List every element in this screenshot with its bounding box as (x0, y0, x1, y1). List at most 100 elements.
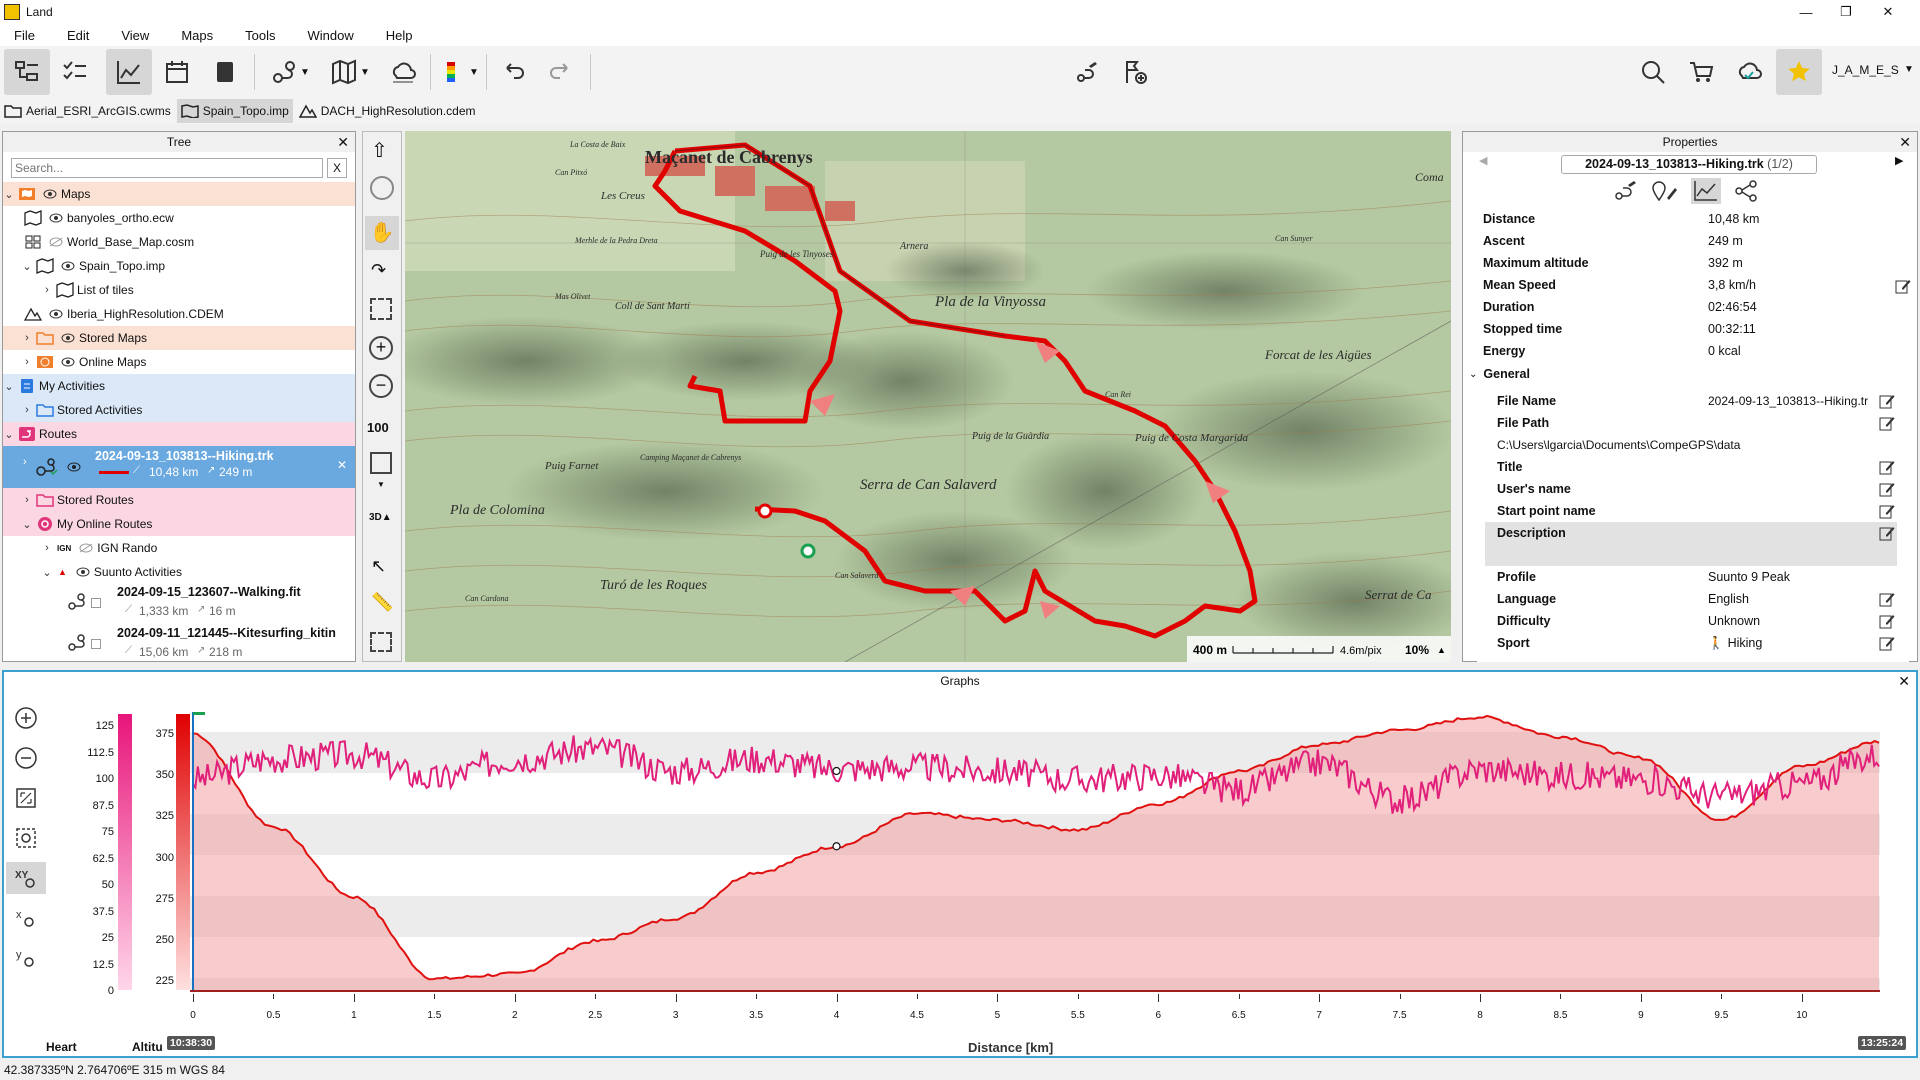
cloud-sync-button[interactable] (1726, 49, 1772, 95)
graph-button[interactable] (106, 49, 152, 95)
share-tab-icon[interactable] (1731, 178, 1761, 204)
zoom-100-icon[interactable]: 100 (367, 420, 389, 435)
zoom-up-arrow-icon[interactable]: ▲ (1437, 645, 1446, 655)
edit-icon[interactable] (1879, 459, 1895, 475)
visibility-eye-icon[interactable] (43, 189, 57, 199)
add-waypoint-button[interactable] (1112, 49, 1158, 95)
graph-y-zoom-button[interactable]: y (10, 942, 42, 974)
chevron-right-icon[interactable]: › (25, 404, 29, 416)
waypoint-edit-tab-icon[interactable] (1651, 178, 1681, 204)
graph-zoom-in-button[interactable] (10, 702, 42, 734)
map-canvas[interactable]: Maçanet de Cabrenys Les Creus Can Pitxó … (405, 131, 1451, 662)
close-panel-icon[interactable]: ✕ (337, 134, 349, 150)
graph-xy-zoom-button[interactable]: XY (6, 862, 46, 894)
description-field[interactable] (1485, 522, 1897, 566)
premium-button[interactable] (1776, 49, 1822, 95)
tree-item-kitesurfing[interactable]: 2024-09-11_121445--Kitesurfing_kitin ⟋ 1… (3, 625, 355, 661)
tree-item-hiking-track[interactable]: › 2024-09-13_103813--Hiking.trk ⟋ 10,48 … (3, 446, 355, 488)
chevron-down-icon[interactable]: ⌄ (22, 518, 32, 531)
edit-icon[interactable] (1879, 591, 1895, 607)
visibility-eye-icon[interactable] (49, 309, 63, 319)
select-area-icon[interactable] (370, 632, 392, 652)
menu-file[interactable]: File (14, 27, 35, 43)
redo-button[interactable] (538, 49, 584, 95)
edit-icon[interactable] (1879, 503, 1895, 519)
remove-track-icon[interactable]: ✕ (337, 458, 348, 472)
chevron-down-icon[interactable]: ⌄ (42, 566, 52, 579)
file-tab-aerial[interactable]: Aerial_ESRI_ArcGIS.cwms (0, 99, 175, 123)
clear-search-button[interactable]: X (327, 158, 347, 178)
tree-item-routes[interactable]: ⌄ Routes (3, 422, 355, 446)
general-section-header[interactable]: ⌄ General (1469, 367, 1530, 381)
tree-item-iberia-cdem[interactable]: Iberia_HighResolution.CDEM (3, 302, 355, 326)
chevron-right-icon[interactable]: › (25, 332, 29, 344)
chevron-right-icon[interactable]: › (25, 356, 29, 368)
visibility-eye-icon[interactable] (61, 333, 75, 343)
close-panel-icon[interactable]: ✕ (1898, 673, 1910, 689)
chevron-right-icon[interactable]: › (45, 284, 49, 296)
graph-x-zoom-button[interactable]: x (10, 902, 42, 934)
zoom-out-icon[interactable]: − (369, 374, 393, 398)
chart-tab-icon[interactable] (1691, 178, 1721, 204)
tree-item-banyoles[interactable]: banyoles_ortho.ecw (3, 206, 355, 230)
chevron-right-icon[interactable]: › (23, 456, 27, 468)
edit-icon[interactable] (1879, 613, 1895, 629)
profile-plot[interactable] (190, 712, 1890, 992)
undo-button[interactable] (490, 49, 536, 95)
visibility-off-eye-icon[interactable] (79, 543, 93, 553)
track-end-marker-icon[interactable] (757, 503, 773, 519)
tree-item-walking[interactable]: 2024-09-15_123607--Walking.fit ⟋ 1,333 k… (3, 584, 355, 624)
previous-item-icon[interactable]: ◀ (1479, 155, 1488, 167)
close-window-button[interactable]: ✕ (1882, 4, 1894, 19)
menu-tools[interactable]: Tools (245, 27, 276, 43)
weather-button[interactable] (380, 49, 426, 95)
track-checkbox[interactable] (91, 639, 101, 649)
menu-maps[interactable]: Maps (181, 27, 214, 43)
tree-item-stored-maps[interactable]: › Stored Maps (3, 326, 355, 350)
edit-icon[interactable] (1879, 525, 1895, 541)
tree-item-world-base[interactable]: World_Base_Map.cosm (3, 230, 355, 254)
edit-icon[interactable] (1879, 635, 1895, 651)
user-dropdown-arrow-icon[interactable]: ▼ (1904, 64, 1914, 75)
rotate-icon[interactable]: ↷ (371, 260, 387, 280)
file-tab-dach[interactable]: DACH_HighResolution.cdem (295, 99, 480, 123)
visibility-eye-icon[interactable] (76, 567, 90, 577)
chevron-down-icon[interactable]: ⌄ (4, 380, 14, 393)
tree-item-stored-routes[interactable]: › Stored Routes (3, 488, 355, 512)
map-zoom-label[interactable]: 10% (1405, 643, 1429, 657)
tree-view-button[interactable] (4, 49, 50, 95)
color-palette-button[interactable]: ▼ (436, 49, 482, 95)
visibility-eye-icon[interactable] (61, 357, 75, 367)
tree-item-spain-topo[interactable]: ⌄ Spain_Topo.imp (3, 254, 355, 278)
graph-fit-button[interactable] (10, 782, 42, 814)
edit-icon[interactable] (1879, 481, 1895, 497)
visibility-eye-icon[interactable] (67, 462, 81, 472)
tree-search-input[interactable] (12, 159, 312, 177)
graph-zoom-out-button[interactable] (10, 742, 42, 774)
tree-item-my-activities[interactable]: ⌄ My Activities (3, 374, 355, 398)
menu-view[interactable]: View (121, 27, 150, 43)
north-arrow-icon[interactable]: ⇧ (371, 140, 388, 162)
zoom-box-icon[interactable] (370, 298, 392, 320)
minimize-button[interactable]: — (1799, 4, 1813, 20)
close-panel-icon[interactable]: ✕ (1899, 134, 1911, 150)
chevron-down-icon[interactable]: ⌄ (4, 428, 14, 441)
select-cursor-icon[interactable]: ↖ (371, 556, 387, 576)
3d-view-icon[interactable]: 3D▲ (369, 512, 392, 523)
new-route-button[interactable]: ▼ (262, 49, 318, 95)
maximize-button[interactable]: ❐ (1840, 4, 1852, 19)
tree-item-suunto[interactable]: ⌄ ▲ Suunto Activities (3, 560, 355, 584)
store-button[interactable] (1678, 49, 1724, 95)
track-tab-icon[interactable] (1611, 178, 1641, 204)
tree-item-online-maps[interactable]: › Online Maps (3, 350, 355, 374)
checklist-button[interactable] (52, 49, 98, 95)
tree-item-online-routes[interactable]: ⌄ My Online Routes (3, 512, 355, 536)
track-checkbox[interactable] (91, 598, 101, 608)
chevron-right-icon[interactable]: › (25, 494, 29, 506)
user-account-label[interactable]: J_A_M_E_S (1832, 63, 1899, 77)
edit-icon[interactable] (1895, 278, 1911, 294)
visibility-eye-icon[interactable] (49, 213, 63, 223)
graph-zoom-box-button[interactable] (10, 822, 42, 854)
track-start-marker-icon[interactable] (800, 543, 816, 559)
map-menu-button[interactable]: ▼ (322, 49, 378, 95)
